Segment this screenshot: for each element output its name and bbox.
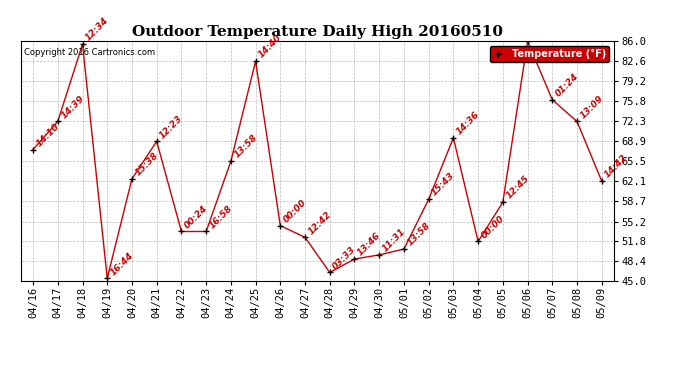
Text: 13:46: 13:46	[356, 231, 382, 258]
Text: 14:40: 14:40	[257, 33, 284, 60]
Text: 12:42: 12:42	[306, 209, 333, 236]
Text: 14:10: 14:10	[34, 122, 61, 148]
Text: 14:39: 14:39	[59, 93, 86, 120]
Text: 13:58: 13:58	[405, 221, 432, 248]
Text: 13:09: 13:09	[578, 93, 605, 120]
Text: 00:24: 00:24	[183, 204, 209, 230]
Text: 12:23: 12:23	[158, 113, 185, 140]
Text: 15:43: 15:43	[430, 171, 457, 198]
Text: 00:00: 00:00	[282, 198, 308, 224]
Text: 01:24: 01:24	[553, 72, 580, 98]
Text: 15:38: 15:38	[133, 151, 160, 177]
Text: 12:34: 12:34	[84, 16, 110, 43]
Text: 00:00: 00:00	[480, 213, 506, 240]
Text: 16:58: 16:58	[208, 204, 234, 230]
Text: 14:36: 14:36	[455, 110, 482, 136]
Text: Copyright 2016 Cartronics.com: Copyright 2016 Cartronics.com	[23, 48, 155, 57]
Text: 14:42: 14:42	[603, 153, 630, 180]
Text: 13:58: 13:58	[233, 133, 259, 160]
Legend: Temperature (°F): Temperature (°F)	[490, 46, 609, 62]
Text: 11:31: 11:31	[381, 227, 407, 254]
Title: Outdoor Temperature Daily High 20160510: Outdoor Temperature Daily High 20160510	[132, 25, 503, 39]
Text: 16:44: 16:44	[108, 251, 135, 277]
Text: 12:45: 12:45	[504, 174, 531, 201]
Text: 03:33: 03:33	[331, 244, 357, 271]
